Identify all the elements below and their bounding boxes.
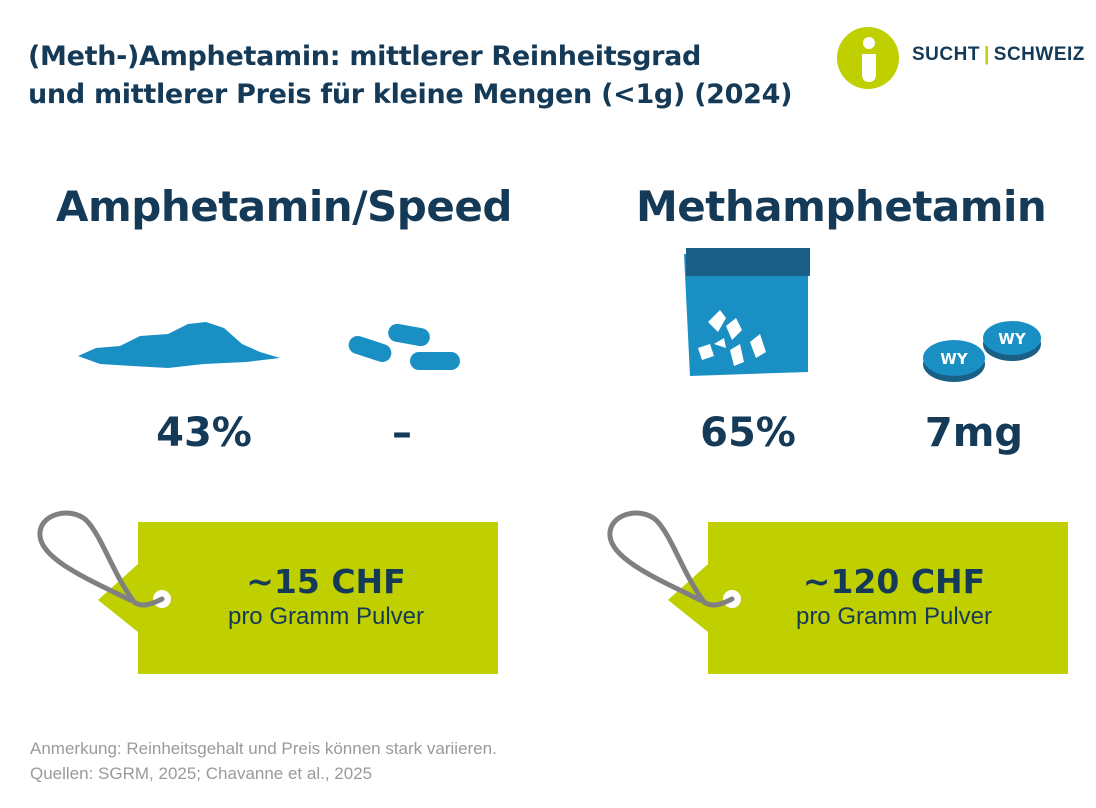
price-methamphetamin: ~120 CHF bbox=[802, 562, 986, 601]
pill-value-amphetamin: – bbox=[392, 410, 412, 456]
heading-amphetamin: Amphetamin/Speed bbox=[56, 182, 512, 231]
footer-notes: Anmerkung: Reinheitsgehalt und Preis kön… bbox=[30, 736, 497, 786]
wy-pill-icon: WY WY bbox=[923, 321, 1041, 382]
logo-separator: | bbox=[983, 44, 990, 65]
footer-note: Anmerkung: Reinheitsgehalt und Preis kön… bbox=[30, 739, 497, 758]
logo-part-1: SUCHT bbox=[912, 44, 980, 65]
pill-imprint-2: WY bbox=[998, 330, 1027, 348]
price-tag-icon bbox=[607, 510, 1068, 674]
price-tag-methamphetamin: ~120 CHF pro Gramm Pulver bbox=[714, 562, 1074, 632]
price-tag-amphetamin: ~15 CHF pro Gramm Pulver bbox=[146, 562, 506, 632]
pill-dose-value: 7mg bbox=[924, 410, 1024, 456]
powder-purity-value: 43% bbox=[156, 410, 252, 456]
price-unit-amphetamin: pro Gramm Pulver bbox=[227, 603, 425, 630]
heading-methamphetamin: Methamphetamin bbox=[636, 182, 1047, 231]
price-unit-methamphetamin: pro Gramm Pulver bbox=[795, 603, 993, 630]
capsule-icon bbox=[348, 323, 460, 370]
logo-person-icon bbox=[837, 27, 899, 89]
price-tag-icon bbox=[37, 510, 498, 674]
crystal-bag-icon bbox=[684, 248, 810, 376]
crystal-purity-value: 65% bbox=[700, 410, 796, 456]
title-line-1: (Meth-)Amphetamin: mittlerer Reinheitsgr… bbox=[28, 41, 702, 72]
price-amphetamin: ~15 CHF bbox=[246, 562, 406, 601]
page-title: (Meth-)Amphetamin: mittlerer Reinheitsgr… bbox=[28, 38, 828, 114]
footer-sources: Quellen: SGRM, 2025; Chavanne et al., 20… bbox=[30, 764, 373, 783]
logo-wordmark: SUCHT | SCHWEIZ bbox=[912, 44, 1085, 66]
pill-imprint-1: WY bbox=[940, 350, 969, 368]
logo-part-2: SCHWEIZ bbox=[993, 44, 1085, 65]
powder-icon bbox=[78, 322, 280, 368]
title-line-2: und mittlerer Preis für kleine Mengen (<… bbox=[28, 79, 793, 110]
